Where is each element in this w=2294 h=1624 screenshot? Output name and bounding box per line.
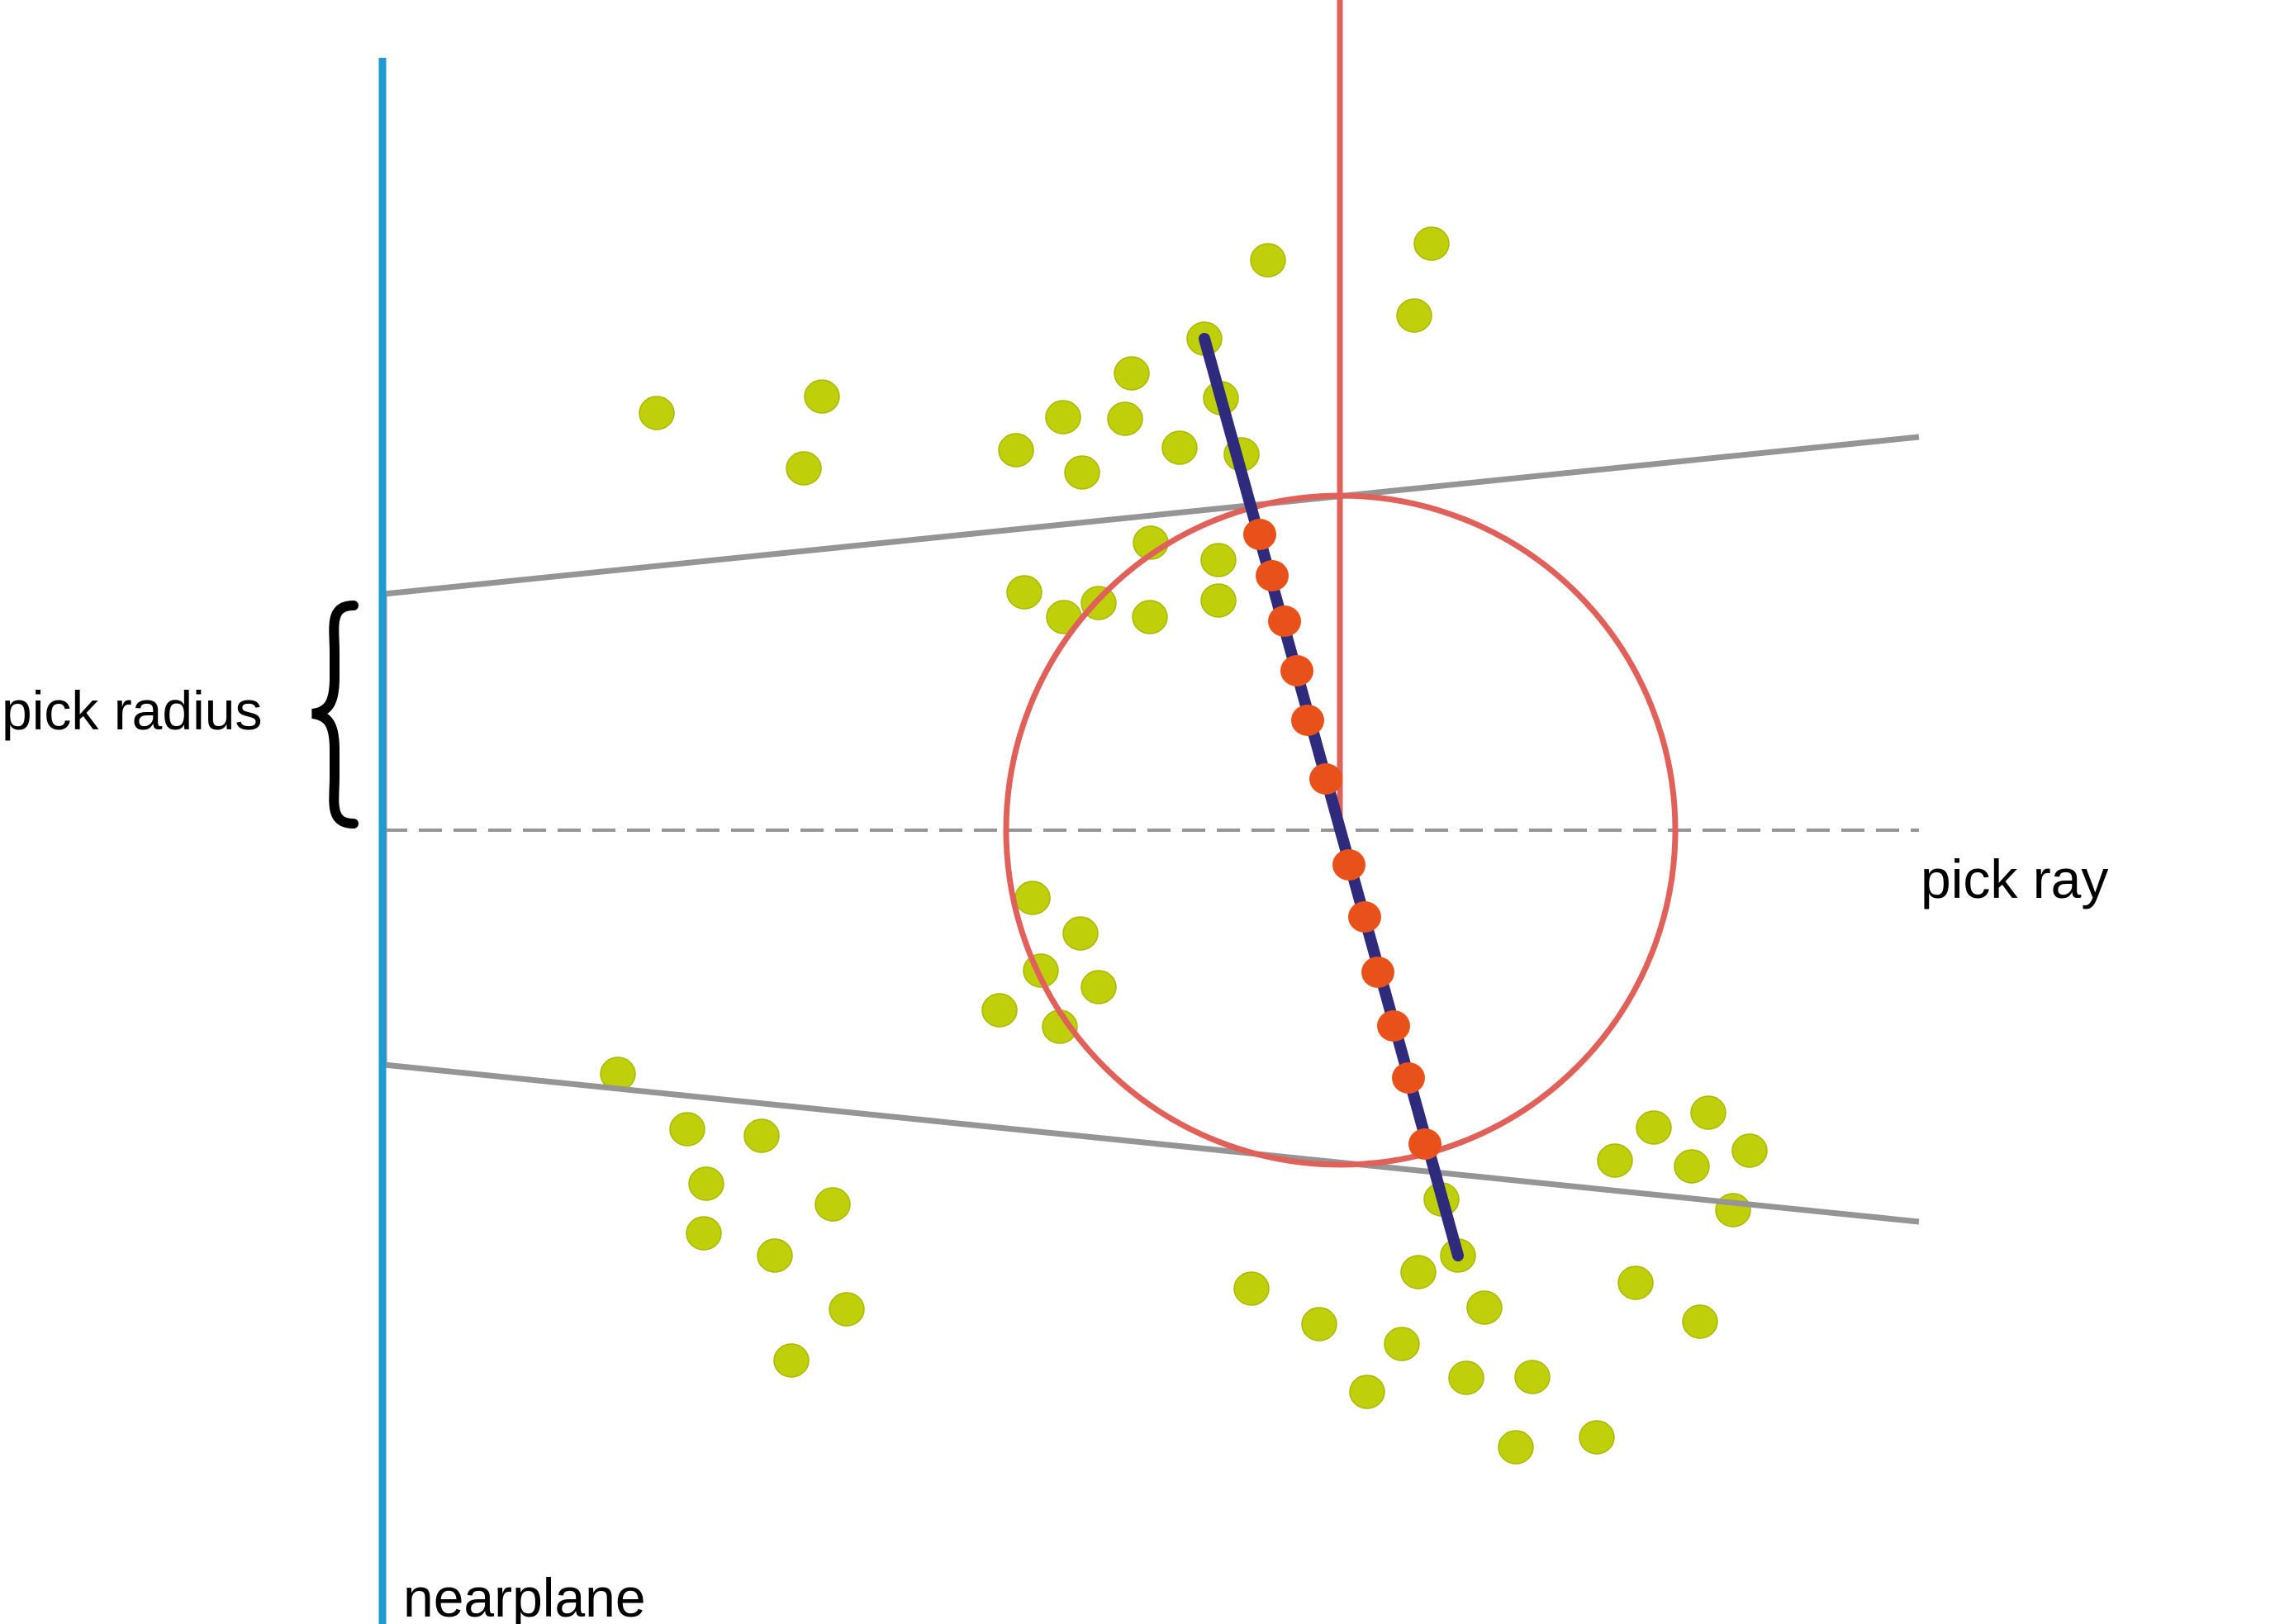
scatter-point (1466, 1290, 1503, 1325)
scatter-point (773, 1343, 810, 1378)
picked-line-segment (1199, 333, 1464, 1261)
scatter-point (1674, 1149, 1710, 1184)
segment-points (1243, 519, 1441, 1160)
scatter-point (1045, 400, 1081, 434)
scatter-points (600, 226, 1768, 1465)
scatter-point (1579, 1420, 1615, 1455)
scatter-point (829, 1292, 865, 1327)
segment-point (1280, 655, 1313, 686)
scatter-point (1132, 600, 1168, 634)
scatter-point (1682, 1304, 1718, 1339)
scatter-point (1062, 916, 1099, 951)
segment-point (1291, 705, 1324, 736)
segment-point (1377, 1010, 1410, 1042)
segment-point (1332, 849, 1365, 881)
scatter-point (1690, 1095, 1726, 1130)
segment-point (1408, 1128, 1441, 1160)
segment-point (1268, 605, 1301, 637)
frustum-upper-edge (383, 434, 1920, 597)
scatter-point (786, 451, 822, 486)
scatter-point (686, 1216, 722, 1251)
curly-brace-icon (311, 601, 359, 829)
scatter-point (998, 433, 1034, 468)
segment-point (1243, 519, 1276, 550)
scatter-point (1514, 1360, 1551, 1394)
scatter-point (1233, 1271, 1270, 1306)
scatter-point (1498, 1430, 1534, 1465)
scatter-point (1250, 243, 1286, 278)
nearplane-label: nearplane (403, 1567, 646, 1624)
scatter-point (1384, 1327, 1420, 1361)
scatter-point (1081, 970, 1117, 1004)
scatter-point (1617, 1265, 1654, 1300)
pick-radius-label: pick radius (2, 680, 262, 741)
scatter-point (688, 1166, 724, 1201)
scatter-point (743, 1118, 780, 1153)
scatter-point (1400, 1255, 1437, 1289)
segment-point (1361, 957, 1394, 988)
segment-point (1309, 763, 1342, 795)
segment-point (1392, 1062, 1425, 1094)
scatter-point (1448, 1360, 1484, 1395)
segment-point (1348, 901, 1381, 933)
scatter-point (1064, 455, 1100, 490)
scatter-point (639, 396, 675, 430)
segment-point (1256, 560, 1289, 591)
scatter-point (1301, 1307, 1337, 1341)
scatter-point (1731, 1133, 1768, 1168)
frustum-lower-edge (383, 1061, 1920, 1225)
scatter-point (1006, 575, 1043, 610)
scatter-point (1636, 1110, 1672, 1145)
pick-ray-label: pick ray (1921, 848, 2108, 909)
scatter-point (1114, 356, 1150, 391)
scatter-point (1349, 1375, 1385, 1409)
scatter-point (1413, 226, 1450, 261)
scatter-point (804, 379, 840, 414)
scatter-point (1014, 881, 1051, 915)
scatter-point (757, 1238, 793, 1273)
scatter-point (1200, 543, 1237, 577)
scatter-point (1597, 1143, 1633, 1178)
scatter-point (1396, 298, 1432, 333)
scatter-point (1107, 401, 1143, 436)
scatter-point (981, 993, 1018, 1028)
scatter-point (815, 1187, 851, 1222)
scatter-point (1161, 430, 1198, 465)
scatter-point (1200, 583, 1237, 618)
scatter-point (669, 1112, 705, 1147)
